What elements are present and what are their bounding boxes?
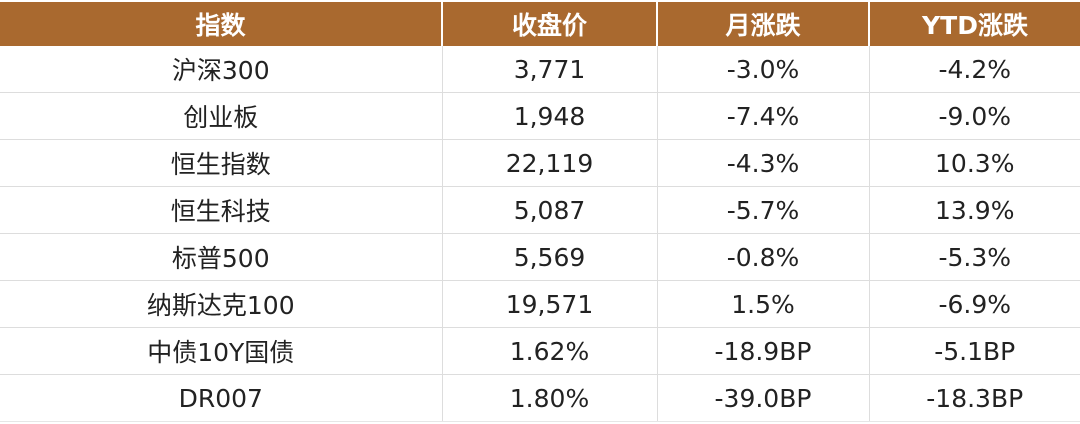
cell-ytd-change: -5.1BP [869,327,1080,375]
header-row: 指数 收盘价 月涨跌 YTD涨跌 [0,2,1080,46]
cell-monthly-change: -5.7% [657,186,870,234]
table-row: DR007 1.80% -39.0BP -18.3BP [0,374,1080,422]
cell-close: 19,571 [442,280,658,328]
header-index: 指数 [0,2,443,46]
table-row: 沪深300 3,771 -3.0% -4.2% [0,46,1080,93]
cell-close: 3,771 [442,46,658,93]
table-body: 沪深300 3,771 -3.0% -4.2% 创业板 1,948 -7.4% … [0,46,1080,422]
cell-index: DR007 [0,374,443,422]
cell-index: 恒生指数 [0,139,443,187]
table-row: 恒生科技 5,087 -5.7% 13.9% [0,186,1080,234]
cell-monthly-change: -0.8% [657,233,870,281]
table-row: 创业板 1,948 -7.4% -9.0% [0,92,1080,140]
table-row: 恒生指数 22,119 -4.3% 10.3% [0,139,1080,187]
cell-index: 纳斯达克100 [0,280,443,328]
cell-monthly-change: -39.0BP [657,374,870,422]
cell-monthly-change: -3.0% [657,46,870,93]
cell-close: 1.62% [442,327,658,375]
cell-index: 沪深300 [0,46,443,93]
table-row: 中债10Y国债 1.62% -18.9BP -5.1BP [0,327,1080,375]
cell-ytd-change: 13.9% [869,186,1080,234]
cell-ytd-change: -9.0% [869,92,1080,140]
cell-ytd-change: -4.2% [869,46,1080,93]
header-ytd-change: YTD涨跌 [869,2,1080,46]
cell-close: 1.80% [442,374,658,422]
cell-close: 5,087 [442,186,658,234]
cell-monthly-change: -4.3% [657,139,870,187]
cell-index: 创业板 [0,92,443,140]
table-row: 标普500 5,569 -0.8% -5.3% [0,233,1080,281]
cell-close: 1,948 [442,92,658,140]
cell-index: 标普500 [0,233,443,281]
cell-ytd-change: 10.3% [869,139,1080,187]
cell-monthly-change: -18.9BP [657,327,870,375]
cell-monthly-change: 1.5% [657,280,870,328]
header-close: 收盘价 [442,2,658,46]
table-row: 纳斯达克100 19,571 1.5% -6.9% [0,280,1080,328]
cell-ytd-change: -5.3% [869,233,1080,281]
cell-close: 5,569 [442,233,658,281]
table-header: 指数 收盘价 月涨跌 YTD涨跌 [0,2,1080,46]
header-monthly-change: 月涨跌 [657,2,870,46]
cell-monthly-change: -7.4% [657,92,870,140]
cell-ytd-change: -18.3BP [869,374,1080,422]
cell-ytd-change: -6.9% [869,280,1080,328]
cell-index: 恒生科技 [0,186,443,234]
cell-index: 中债10Y国债 [0,327,443,375]
cell-close: 22,119 [442,139,658,187]
